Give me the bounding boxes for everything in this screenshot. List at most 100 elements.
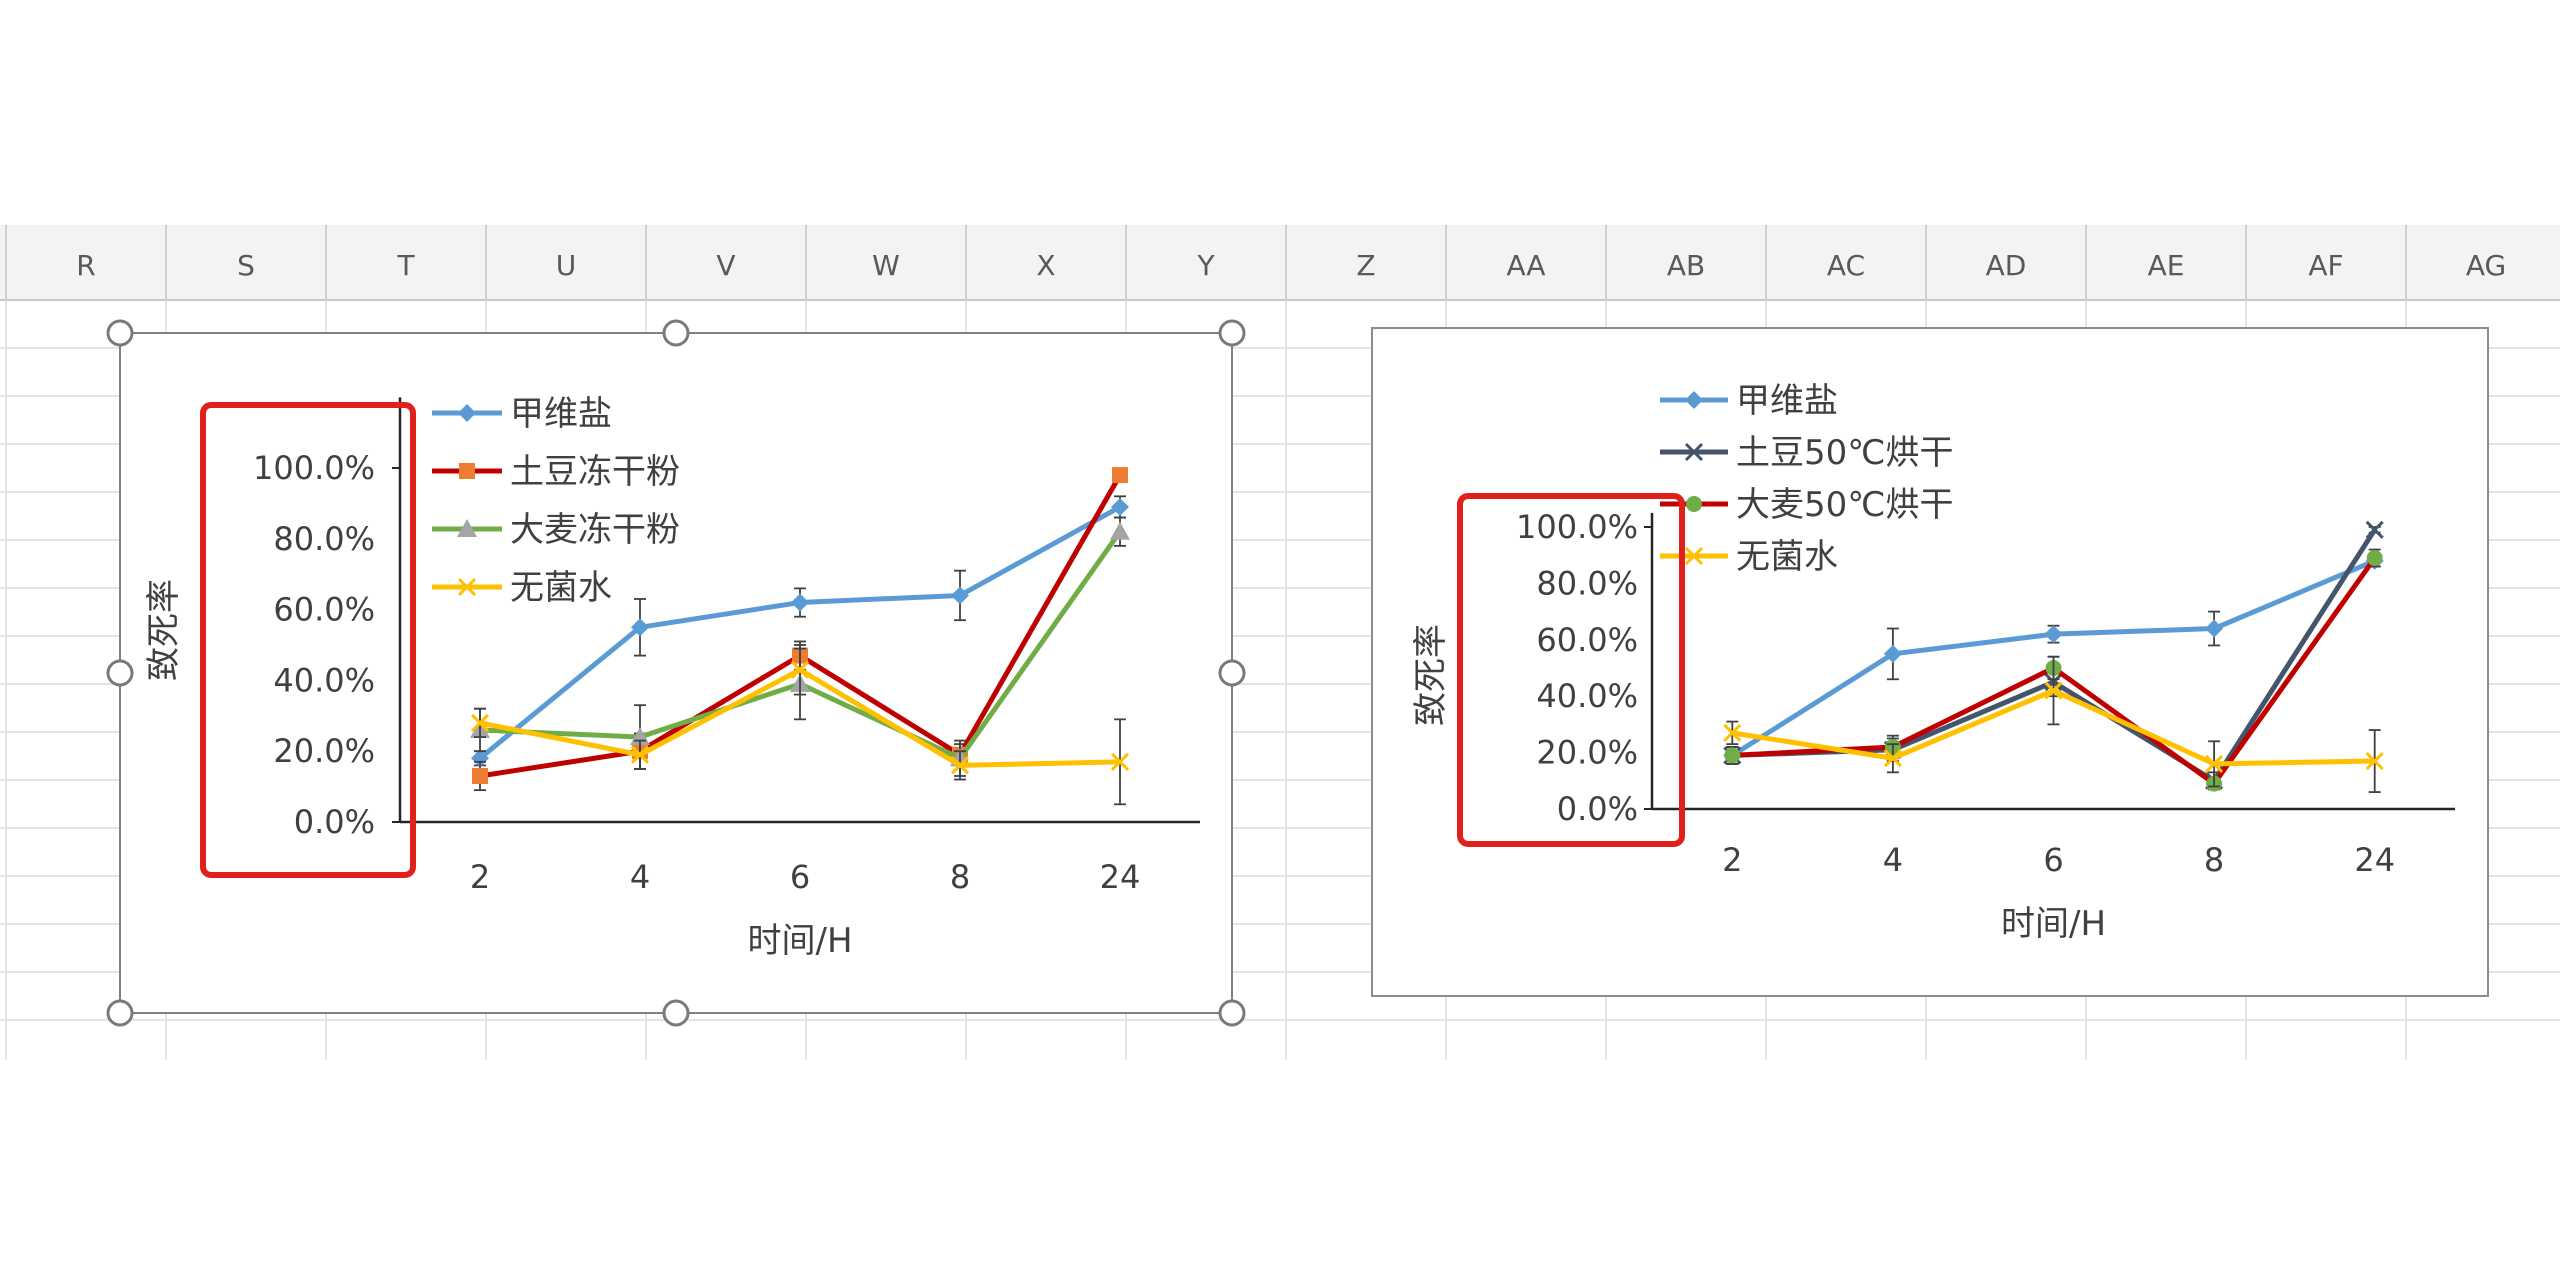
data-point: [470, 713, 490, 732]
x-tick-label: 2: [470, 858, 490, 896]
column-header-ag[interactable]: AG: [2466, 249, 2506, 282]
column-header-r[interactable]: R: [76, 249, 95, 282]
column-header-bg: [0, 225, 2560, 300]
highlight-box: [200, 402, 416, 878]
column-header-u[interactable]: U: [556, 249, 577, 282]
legend-marker: [1684, 546, 1704, 566]
data-point: [1883, 749, 1902, 768]
y-tick-label: 80.0%: [1536, 564, 1638, 602]
chart-area[interactable]: [119, 332, 1233, 1014]
highlight-box: [1457, 493, 1685, 847]
x-axis-title: 时间/H: [747, 921, 852, 961]
column-header-x[interactable]: X: [1036, 249, 1055, 282]
legend-label: 大麦50℃烘干: [1736, 485, 1953, 525]
column-header-bar: R S T U V W X Y Z AA AB AC AD AE AF AG: [0, 225, 2560, 301]
data-point: [631, 618, 649, 637]
data-point: [1110, 521, 1130, 540]
data-point: [1112, 467, 1128, 484]
resize-handle[interactable]: [662, 999, 690, 1027]
x-tick-label: 6: [2043, 841, 2063, 879]
column-header-ae[interactable]: AE: [2148, 249, 2185, 282]
y-tick-label: 40.0%: [1536, 677, 1638, 715]
x-tick-label: 2: [1722, 841, 1742, 879]
legend-label: 甲维盐: [1736, 381, 1838, 421]
legend-marker: [1685, 391, 1703, 409]
legend-marker: [1684, 442, 1704, 462]
data-point: [950, 756, 970, 775]
legend-label: 土豆冻干粉: [510, 452, 680, 492]
data-point: [1883, 644, 1902, 663]
legend-marker: [459, 463, 475, 479]
data-point: [1110, 752, 1130, 771]
legend-marker: [457, 519, 477, 537]
data-point: [2044, 625, 2063, 644]
x-tick-label: 24: [2354, 841, 2395, 879]
resize-handle[interactable]: [106, 659, 134, 687]
legend-label: 甲维盐: [510, 394, 612, 434]
x-tick-label: 8: [2204, 841, 2224, 879]
data-point: [471, 749, 489, 768]
x-tick-label: 6: [790, 858, 810, 896]
y-tick-label: 0.0%: [294, 803, 375, 841]
y-axis-title: 致死率: [1411, 624, 1451, 726]
chart-1[interactable]: 100.0%80.0%60.0%40.0%20.0%0.0%2 4 6 8 24时间/H…: [106, 319, 1246, 1027]
chart-area[interactable]: [1371, 327, 2489, 997]
legend-marker: [1686, 496, 1702, 512]
data-point: [2366, 550, 2383, 567]
data-point: [1111, 497, 1129, 516]
y-tick-label: 0.0%: [1557, 790, 1638, 828]
column-header-ac[interactable]: AC: [1827, 249, 1865, 282]
data-point: [472, 767, 488, 784]
y-tick-label: 40.0%: [273, 661, 375, 699]
column-header-z[interactable]: Z: [1356, 249, 1375, 282]
data-point: [951, 586, 969, 605]
y-tick-label: 100.0%: [1516, 508, 1638, 546]
y-tick-label: 100.0%: [253, 449, 375, 487]
legend-label: 土豆50℃烘干: [1736, 433, 1953, 473]
data-point: [2365, 520, 2384, 539]
series-4[interactable]: [1723, 655, 2384, 793]
column-header-v[interactable]: V: [716, 249, 735, 282]
column-header-ab[interactable]: AB: [1667, 249, 1705, 282]
column-header-af[interactable]: AF: [2308, 249, 2343, 282]
y-tick-label: 20.0%: [1536, 734, 1638, 772]
legend-label: 大麦冻干粉: [510, 510, 680, 550]
data-point: [2205, 754, 2224, 773]
data-point: [1724, 747, 1741, 764]
legend-marker: [457, 577, 477, 597]
x-tick-label: 4: [630, 858, 650, 896]
data-point: [630, 745, 650, 764]
chart-2[interactable]: 100.0%80.0%60.0%40.0%20.0%0.0%2 4 6 8 24时间/H…: [1371, 327, 2489, 997]
series-4[interactable]: [470, 644, 1130, 806]
column-header-aa[interactable]: AA: [1506, 249, 1545, 282]
y-tick-label: 60.0%: [273, 591, 375, 629]
column-header-ad[interactable]: AD: [1986, 249, 2027, 282]
legend-marker: [458, 404, 476, 422]
y-axis-title: 致死率: [144, 579, 184, 681]
column-header-s[interactable]: S: [237, 249, 255, 282]
column-header-y[interactable]: Y: [1196, 249, 1215, 282]
legend-label: 无菌水: [1736, 537, 1838, 577]
data-point: [2044, 681, 2063, 700]
resize-handle[interactable]: [106, 999, 134, 1027]
x-tick-label: 24: [1100, 858, 1141, 896]
column-header-w[interactable]: W: [872, 249, 900, 282]
y-tick-label: 60.0%: [1536, 621, 1638, 659]
x-tick-label: 8: [950, 858, 970, 896]
y-tick-label: 80.0%: [273, 520, 375, 558]
resize-handle[interactable]: [106, 319, 134, 347]
resize-handle[interactable]: [1218, 659, 1246, 687]
legend-label: 无菌水: [510, 568, 612, 608]
resize-handle[interactable]: [662, 319, 690, 347]
data-point: [791, 593, 809, 612]
data-point: [2365, 751, 2384, 771]
data-point: [1723, 723, 1742, 742]
resize-handle[interactable]: [1218, 319, 1246, 347]
data-point: [790, 660, 810, 679]
y-tick-label: 20.0%: [273, 732, 375, 770]
column-header-t[interactable]: T: [396, 249, 415, 282]
resize-handle[interactable]: [1218, 999, 1246, 1027]
